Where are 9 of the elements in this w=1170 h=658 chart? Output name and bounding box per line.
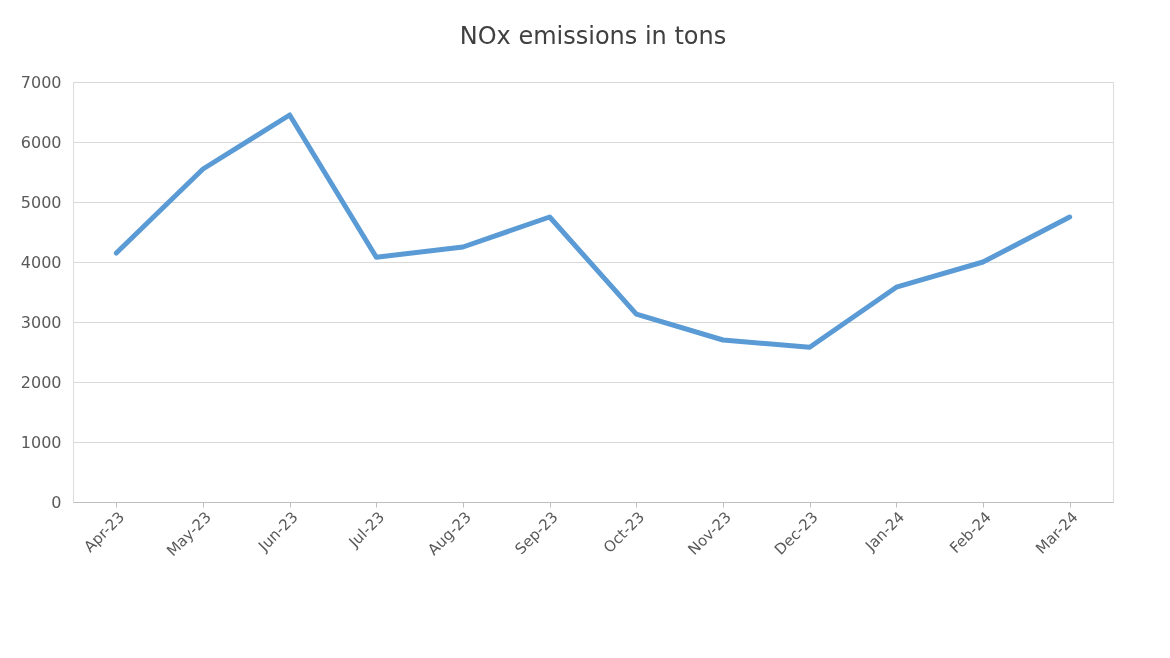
y-tick-label: 3000 (20, 312, 62, 332)
y-tick-label: 4000 (20, 252, 62, 272)
chart-title: NOx emissions in tons (459, 22, 727, 50)
y-tick-label: 0 (51, 492, 62, 512)
y-tick-label: 2000 (20, 372, 62, 392)
y-tick-label: 7000 (20, 72, 62, 92)
y-tick-label: 6000 (20, 132, 62, 152)
y-tick-label: 5000 (20, 192, 62, 212)
y-tick-label: 1000 (20, 432, 62, 452)
